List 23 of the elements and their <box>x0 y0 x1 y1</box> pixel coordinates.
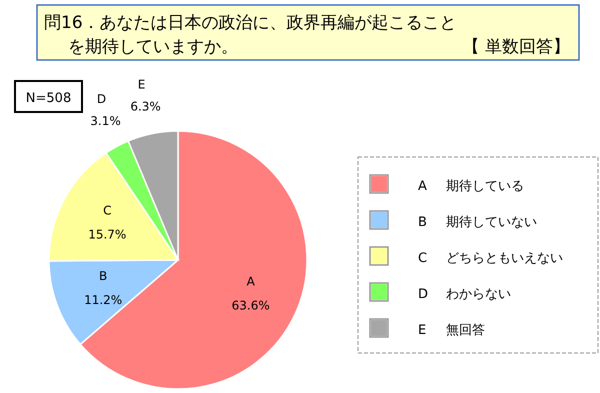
legend-label: B <box>418 215 427 230</box>
slice-label: E <box>138 77 146 92</box>
chart-subtitle: 【 単数回答】 <box>462 37 570 57</box>
legend-label: C <box>418 251 428 266</box>
slice-label: D <box>96 92 106 106</box>
data-label: 63.6% <box>232 298 270 312</box>
text: N=508 <box>26 91 72 106</box>
slice-label: C <box>103 204 112 218</box>
legend-label: A <box>418 179 427 194</box>
chart-title: 問16．あなたは日本の政治に、政界再編が起こることを期待していますか。 <box>44 13 457 57</box>
data-label: 15.7% <box>88 228 126 242</box>
text: わからない <box>446 287 511 302</box>
text: 無回答 <box>446 323 485 338</box>
slice-label: A <box>246 274 256 288</box>
data-label: 11.2% <box>84 293 122 308</box>
data-label: 3.1% <box>90 114 121 128</box>
legend-label: D <box>418 287 428 302</box>
slice-label: B <box>99 269 108 284</box>
legend-label: E <box>418 323 426 338</box>
text: 期待していない <box>446 215 537 230</box>
data-label: 6.3% <box>130 99 161 114</box>
text: どちらともいえない <box>446 251 563 266</box>
text: 期待している <box>446 179 524 194</box>
